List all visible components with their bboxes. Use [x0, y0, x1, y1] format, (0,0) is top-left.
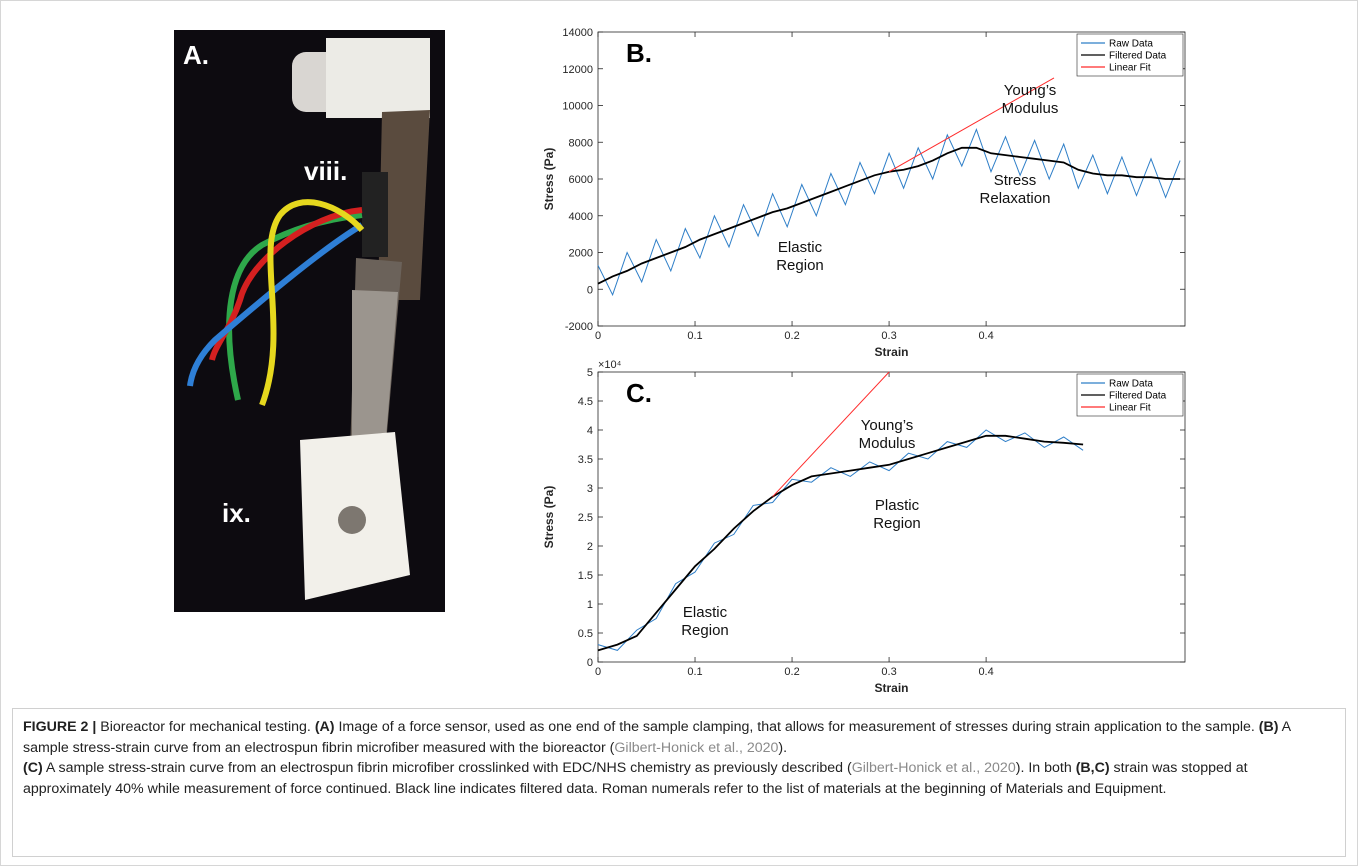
- caption-text: In both: [1028, 760, 1071, 776]
- panel-label: B.: [626, 38, 652, 68]
- page: {"photo": {"labels": ["A.", "viii.", "ix…: [0, 0, 1358, 866]
- caption-text: (B,C): [1076, 760, 1110, 776]
- annotation: Stress: [994, 172, 1037, 189]
- y-tick-label: 12000: [562, 64, 593, 76]
- x-axis-label: Strain: [874, 345, 908, 359]
- x-tick-label: 0: [595, 330, 601, 342]
- y-tick-label: 4: [587, 425, 593, 437]
- y-tick-label: 1: [587, 599, 593, 611]
- x-tick-label: 0.1: [687, 666, 702, 678]
- annotation: Elastic: [778, 239, 823, 256]
- y-tick-label: 3: [587, 483, 593, 495]
- y-tick-label: 4.5: [578, 396, 593, 408]
- y-exponent: ×10⁴: [598, 359, 622, 371]
- y-tick-label: 8000: [569, 137, 593, 149]
- caption-text: ).: [1016, 760, 1025, 776]
- x-tick-label: 0.1: [687, 330, 702, 342]
- caption-text: FIGURE 2 |: [23, 719, 96, 735]
- annotation: Young’s: [1004, 82, 1057, 99]
- citation-link[interactable]: Gilbert-Honick et al., 2020: [852, 760, 1016, 776]
- y-tick-label: 2.5: [578, 512, 593, 524]
- citation-link[interactable]: Gilbert-Honick et al., 2020: [614, 740, 778, 756]
- y-tick-label: 4000: [569, 211, 593, 223]
- photo-label: viii.: [304, 156, 347, 186]
- sensor-chip: [362, 172, 388, 257]
- legend-label: Linear Fit: [1109, 63, 1151, 74]
- x-tick-label: 0.3: [881, 666, 896, 678]
- x-tick-label: 0.2: [784, 330, 799, 342]
- annotation: Relaxation: [980, 190, 1051, 207]
- y-tick-label: 5: [587, 367, 593, 379]
- y-tick-label: 10000: [562, 101, 593, 113]
- legend-label: Filtered Data: [1109, 51, 1167, 62]
- caption-text: ).: [778, 740, 787, 756]
- y-tick-label: 6000: [569, 174, 593, 186]
- photo-label: ix.: [222, 498, 251, 528]
- y-tick-label: 0: [587, 284, 593, 296]
- annotation: Young’s: [861, 417, 914, 434]
- y-tick-label: 2: [587, 541, 593, 553]
- legend-label: Raw Data: [1109, 39, 1153, 50]
- x-tick-label: 0.4: [978, 330, 993, 342]
- annotation: Modulus: [859, 435, 916, 452]
- y-axis-label: Stress (Pa): [542, 486, 556, 549]
- x-tick-label: 0.4: [978, 666, 993, 678]
- annotation: Modulus: [1002, 100, 1059, 117]
- y-tick-label: 3.5: [578, 454, 593, 466]
- photo-label: A.: [183, 40, 209, 70]
- caption-text: (C): [23, 760, 43, 776]
- x-tick-label: 0.2: [784, 666, 799, 678]
- caption-text: Image of a force sensor, used as one end…: [338, 719, 1254, 735]
- y-tick-label: 14000: [562, 27, 593, 39]
- annotation: Plastic: [875, 497, 920, 514]
- y-tick-label: 0.5: [578, 628, 593, 640]
- annotation: Elastic: [683, 604, 728, 621]
- annotation: Region: [681, 622, 729, 639]
- legend-label: Raw Data: [1109, 379, 1153, 390]
- panel-label: C.: [626, 378, 652, 408]
- caption: FIGURE 2 | Bioreactor for mechanical tes…: [12, 708, 1346, 857]
- legend-label: Filtered Data: [1109, 391, 1167, 402]
- caption-text: A sample stress-strain curve from an ele…: [46, 760, 852, 776]
- caption-text: (A): [315, 719, 335, 735]
- annotation: Region: [776, 257, 824, 274]
- x-axis-label: Strain: [874, 681, 908, 695]
- photo: A. viii. ix.: [174, 30, 445, 612]
- y-tick-label: -2000: [565, 321, 593, 333]
- top-clamp: [326, 38, 430, 118]
- y-axis-label: Stress (Pa): [542, 148, 556, 211]
- x-tick-label: 0: [595, 666, 601, 678]
- annotation: Region: [873, 515, 921, 532]
- x-tick-label: 0.3: [881, 330, 896, 342]
- legend-label: Linear Fit: [1109, 403, 1151, 414]
- caption-text: (B): [1259, 719, 1279, 735]
- caption-text: Bioreactor for mechanical testing.: [100, 719, 311, 735]
- y-tick-label: 0: [587, 657, 593, 669]
- y-tick-label: 1.5: [578, 570, 593, 582]
- screw: [338, 506, 366, 534]
- y-tick-label: 2000: [569, 248, 593, 260]
